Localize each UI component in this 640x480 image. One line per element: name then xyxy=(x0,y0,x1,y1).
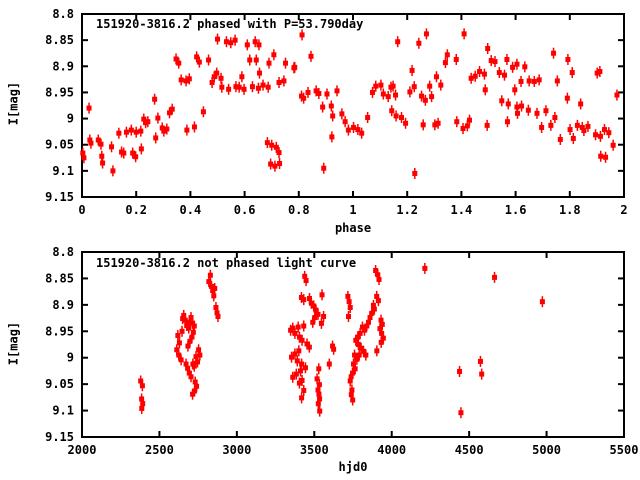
top-chart-yaxis-label: I[mag] xyxy=(6,81,21,126)
svg-text:8.8: 8.8 xyxy=(52,245,74,259)
svg-text:8.8: 8.8 xyxy=(52,7,74,21)
svg-text:9.15: 9.15 xyxy=(45,190,74,204)
svg-text:3500: 3500 xyxy=(300,443,329,457)
svg-text:0: 0 xyxy=(78,203,85,217)
svg-text:9.05: 9.05 xyxy=(45,138,74,152)
top-chart-title: 151920-3816.2 phased with P=53.790day xyxy=(96,17,364,31)
svg-text:1.4: 1.4 xyxy=(451,203,473,217)
svg-text:9.05: 9.05 xyxy=(45,377,74,391)
bottom-chart-xaxis-label: hjd0 xyxy=(338,460,368,474)
svg-text:9.15: 9.15 xyxy=(45,430,74,444)
svg-text:8.9: 8.9 xyxy=(52,298,74,312)
bottom-chart-yaxis-label: I[mag] xyxy=(6,321,21,366)
svg-text:0.2: 0.2 xyxy=(125,203,147,217)
svg-text:2500: 2500 xyxy=(145,443,174,457)
svg-text:1.8: 1.8 xyxy=(559,203,581,217)
svg-text:8.9: 8.9 xyxy=(52,59,74,73)
svg-text:0.8: 0.8 xyxy=(288,203,310,217)
svg-text:1: 1 xyxy=(349,203,356,217)
svg-text:2000: 2000 xyxy=(68,443,97,457)
svg-text:0.6: 0.6 xyxy=(234,203,256,217)
bottom-chart-title: 151920-3816.2 not phased light curve xyxy=(96,256,357,270)
svg-text:4000: 4000 xyxy=(377,443,406,457)
svg-text:0.4: 0.4 xyxy=(180,203,202,217)
svg-text:5000: 5000 xyxy=(532,443,561,457)
svg-text:2: 2 xyxy=(620,203,627,217)
svg-text:1.2: 1.2 xyxy=(396,203,418,217)
svg-text:8.85: 8.85 xyxy=(45,271,74,285)
svg-text:9.1: 9.1 xyxy=(52,164,74,178)
svg-text:5500: 5500 xyxy=(610,443,639,457)
svg-text:8.95: 8.95 xyxy=(45,324,74,338)
svg-text:1.6: 1.6 xyxy=(505,203,527,217)
svg-text:9.1: 9.1 xyxy=(52,404,74,418)
svg-text:8.85: 8.85 xyxy=(45,33,74,47)
svg-text:8.95: 8.95 xyxy=(45,85,74,99)
svg-text:4500: 4500 xyxy=(455,443,484,457)
svg-text:9: 9 xyxy=(67,112,74,126)
top-chart-xaxis-label: phase xyxy=(334,221,372,235)
svg-text:9: 9 xyxy=(67,351,74,365)
svg-text:3000: 3000 xyxy=(222,443,251,457)
